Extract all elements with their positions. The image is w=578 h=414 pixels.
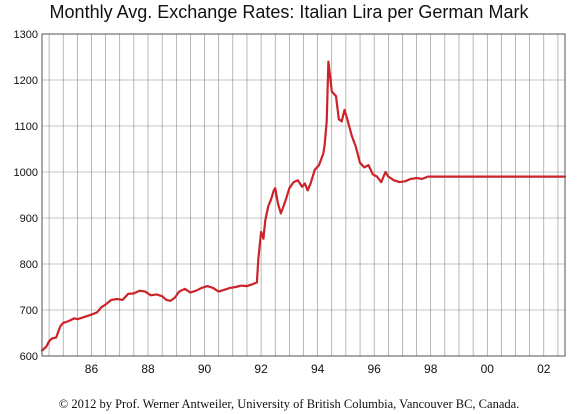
copyright-notice: © 2012 by Prof. Werner Antweiler, Univer… (58, 397, 520, 411)
x-tick-label: 94 (311, 362, 325, 376)
y-tick-label: 600 (20, 351, 38, 363)
grid-lines (42, 34, 565, 356)
axis-ticks: 600 700 800 900 1000 1100 1200 1300 86 88 90 92 94 96… (14, 29, 551, 376)
y-tick-label: 800 (20, 259, 38, 271)
y-tick-label: 1200 (14, 75, 38, 87)
y-tick-label: 900 (20, 213, 38, 225)
y-tick-label: 1000 (14, 167, 38, 179)
series-layer (40, 60, 567, 352)
y-tick-label: 1100 (14, 121, 38, 133)
y-tick-label: 700 (20, 305, 38, 317)
x-tick-label: 02 (537, 362, 551, 376)
x-tick-label: 86 (85, 362, 99, 376)
y-tick-label: 1300 (14, 29, 38, 41)
x-tick-label: 00 (481, 362, 495, 376)
plot-border (41, 33, 566, 357)
x-tick-label: 98 (424, 362, 438, 376)
x-tick-label: 96 (367, 362, 381, 376)
series-line (40, 60, 567, 352)
x-tick-label: 92 (254, 362, 268, 376)
x-tick-label: 90 (198, 362, 212, 376)
chart-title: Monthly Avg. Exchange Rates: Italian Lir… (49, 2, 529, 22)
x-tick-label: 88 (141, 362, 155, 376)
